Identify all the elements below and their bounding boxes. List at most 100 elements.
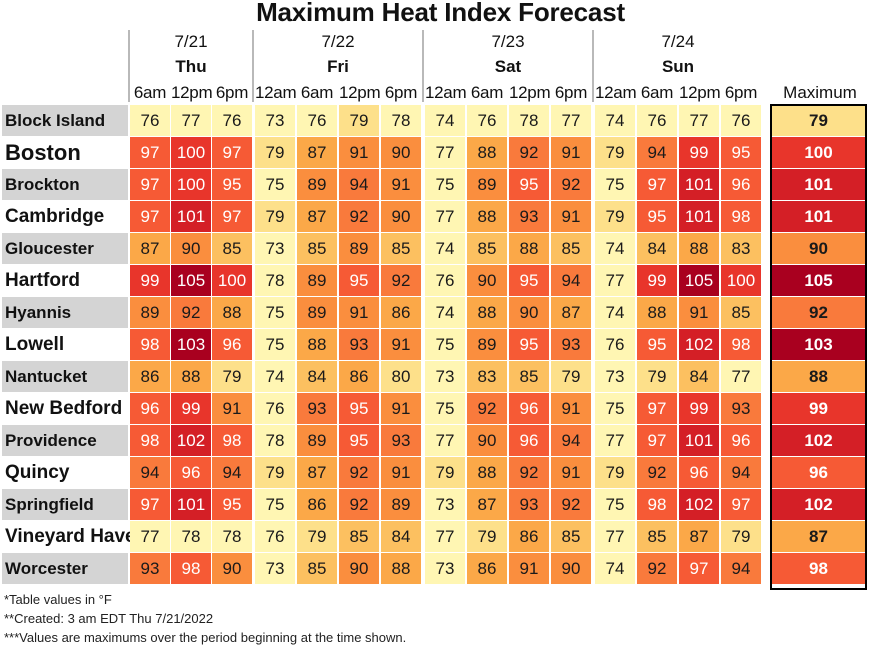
heat-index-cell: 90	[467, 265, 507, 296]
heat-index-cell: 97	[130, 489, 170, 520]
heat-index-cell: 93	[721, 393, 761, 424]
heat-index-cell: 94	[551, 265, 591, 296]
heat-index-cell: 98	[721, 329, 761, 360]
heat-index-cell: 77	[595, 521, 635, 552]
heat-index-cell: 105	[679, 265, 719, 296]
heat-index-cell: 96	[721, 169, 761, 200]
heat-index-cell: 95	[339, 265, 379, 296]
heat-index-cell: 88	[509, 233, 549, 264]
heat-index-cell: 86	[339, 361, 379, 392]
heat-index-cell: 93	[130, 553, 170, 584]
heat-index-cell: 76	[255, 393, 295, 424]
heat-index-cell: 97	[212, 201, 252, 232]
maximum-value-cell: 87	[772, 521, 865, 552]
location-label: Vineyard Haven	[2, 521, 147, 552]
note-created: **Created: 3 am EDT Thu 7/21/2022	[4, 611, 214, 626]
heat-index-cell: 95	[212, 489, 252, 520]
heat-index-cell: 90	[381, 137, 421, 168]
heat-index-cell: 75	[425, 329, 465, 360]
heat-index-cell: 76	[130, 105, 170, 136]
heat-index-cell: 92	[551, 169, 591, 200]
day-date-label: 7/21	[174, 32, 208, 51]
heat-index-cell: 76	[425, 265, 465, 296]
heat-index-cell: 86	[381, 297, 421, 328]
heat-index-cell: 77	[425, 425, 465, 456]
heat-index-cell: 91	[339, 137, 379, 168]
heat-index-cell: 85	[381, 233, 421, 264]
heat-index-cell: 75	[255, 297, 295, 328]
heat-index-cell: 93	[297, 393, 337, 424]
heat-index-cell: 77	[425, 201, 465, 232]
hour-column-label: 12pm	[339, 83, 381, 102]
heat-index-cell: 85	[551, 233, 591, 264]
heat-index-cell: 98	[637, 489, 677, 520]
heat-index-cell: 77	[595, 425, 635, 456]
heat-index-cell: 93	[339, 329, 379, 360]
heat-index-cell: 84	[297, 361, 337, 392]
heat-index-cell: 79	[212, 361, 252, 392]
heat-index-cell: 87	[297, 457, 337, 488]
heat-index-cell: 98	[130, 329, 170, 360]
heat-index-cell: 79	[595, 137, 635, 168]
maximum-value-cell: 101	[772, 169, 865, 200]
heat-index-cell: 97	[721, 489, 761, 520]
heat-index-cell: 79	[551, 361, 591, 392]
heat-index-cell: 97	[637, 425, 677, 456]
heat-index-cell: 79	[637, 361, 677, 392]
maximum-value-cell: 98	[772, 553, 865, 584]
heat-index-cell: 88	[637, 297, 677, 328]
heat-index-cell: 87	[297, 137, 337, 168]
heat-index-cell: 90	[171, 233, 211, 264]
heat-index-cell: 74	[595, 233, 635, 264]
heat-index-cell: 77	[425, 137, 465, 168]
heat-index-cell: 74	[595, 105, 635, 136]
heat-index-cell: 92	[551, 489, 591, 520]
heat-index-cell: 91	[212, 393, 252, 424]
heat-index-cell: 95	[637, 201, 677, 232]
location-label: Gloucester	[2, 233, 128, 264]
heat-index-cell: 75	[255, 329, 295, 360]
heat-index-cell: 95	[212, 169, 252, 200]
day-of-week-label: Sat	[494, 57, 522, 76]
heat-index-cell: 73	[255, 553, 295, 584]
heat-index-cell: 94	[721, 553, 761, 584]
heat-index-cell: 86	[509, 521, 549, 552]
maximum-value-cell: 88	[772, 361, 865, 392]
day-of-week-label: Fri	[327, 57, 349, 76]
heat-index-cell: 89	[297, 265, 337, 296]
hour-column-label: 12pm	[509, 83, 551, 102]
day-separator-line	[252, 30, 254, 102]
heat-index-cell: 99	[679, 393, 719, 424]
heat-index-cell: 75	[425, 169, 465, 200]
heat-index-cell: 96	[171, 457, 211, 488]
heat-index-cell: 90	[467, 425, 507, 456]
heat-index-cell: 101	[679, 425, 719, 456]
heat-index-cell: 96	[509, 425, 549, 456]
heat-index-cell: 91	[551, 393, 591, 424]
heat-index-cell: 92	[467, 393, 507, 424]
heat-index-cell: 79	[425, 457, 465, 488]
heat-index-cell: 93	[381, 425, 421, 456]
heat-index-cell: 85	[551, 521, 591, 552]
heat-index-cell: 78	[255, 265, 295, 296]
heat-index-cell: 91	[339, 297, 379, 328]
heat-index-cell: 91	[551, 137, 591, 168]
heat-index-cell: 100	[721, 265, 761, 296]
heat-index-cell: 90	[509, 297, 549, 328]
heat-index-cell: 77	[595, 265, 635, 296]
heat-index-cell: 85	[212, 233, 252, 264]
heat-index-cell: 87	[130, 233, 170, 264]
heat-index-cell: 97	[212, 137, 252, 168]
heat-index-cell: 77	[679, 105, 719, 136]
hour-column-label: 6pm	[724, 83, 758, 102]
location-label: Brockton	[2, 169, 128, 200]
heat-index-cell: 93	[551, 329, 591, 360]
heat-index-cell: 78	[255, 425, 295, 456]
hour-column-label: 12am	[595, 83, 637, 102]
heat-index-cell: 95	[637, 329, 677, 360]
heat-index-cell: 84	[637, 233, 677, 264]
location-label: Hyannis	[2, 297, 128, 328]
location-label: Worcester	[2, 553, 128, 584]
heat-index-cell: 92	[381, 265, 421, 296]
heat-index-cell: 92	[637, 553, 677, 584]
